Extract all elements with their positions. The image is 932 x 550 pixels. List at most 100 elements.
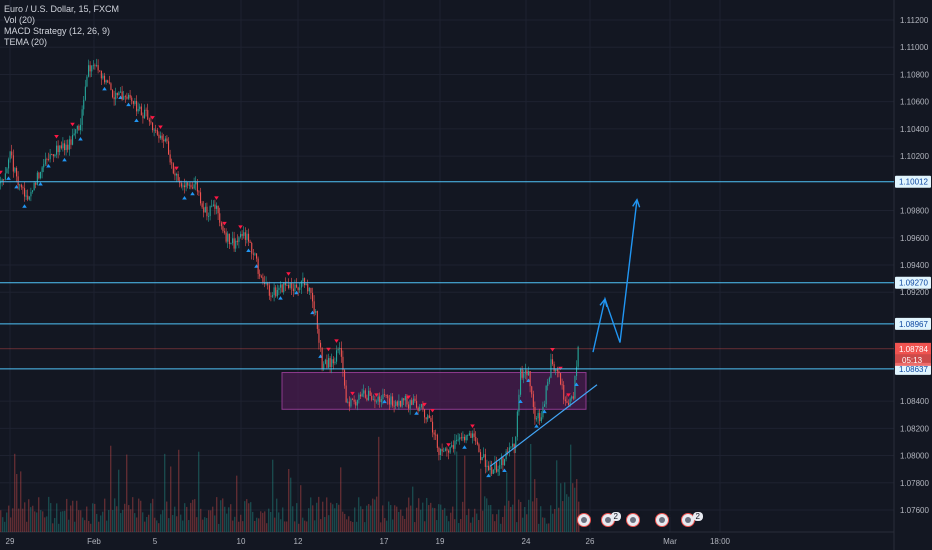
candle-body (152, 122, 154, 131)
volume-bar (76, 500, 78, 532)
volume-bar (576, 479, 578, 532)
candle-body (80, 124, 82, 131)
candle-body (320, 342, 322, 348)
candle-body (145, 109, 147, 111)
tema-indicator-label[interactable]: TEMA (20) (4, 37, 48, 47)
candle-body (134, 100, 136, 104)
candle-body (220, 222, 222, 227)
volume-bar (302, 517, 304, 532)
candle-body (555, 369, 557, 372)
volume-bar (96, 513, 98, 532)
volume-bar (208, 510, 210, 532)
candle-body (476, 441, 478, 445)
volume-bar (568, 496, 570, 532)
candle-body (316, 310, 318, 329)
volume-bar (528, 499, 530, 532)
volume-bar (10, 517, 12, 532)
volume-bar (100, 515, 102, 532)
volume-bar (78, 510, 80, 532)
buy-signal-marker (278, 296, 283, 300)
volume-bar (346, 519, 348, 532)
candle-body (259, 273, 261, 277)
volume-bar (146, 516, 148, 532)
volume-bar (352, 522, 354, 532)
candle-body (502, 457, 504, 466)
event-flag-icon (581, 517, 587, 523)
candle-body (196, 181, 198, 192)
candle-body (409, 400, 411, 409)
volume-bar (90, 523, 92, 532)
volume-bar (190, 502, 192, 532)
candle-body (14, 167, 16, 172)
candle-body (312, 292, 314, 302)
candle-body (388, 398, 390, 405)
candle-body (148, 119, 150, 122)
volume-bar (490, 504, 492, 532)
volume-bar (466, 515, 468, 532)
candle-body (452, 445, 454, 449)
candle-body (273, 287, 275, 296)
candle-body (470, 433, 472, 438)
candle-body (352, 399, 354, 401)
volume-bar (160, 514, 162, 532)
volume-bar (18, 508, 20, 532)
volume-bar (202, 519, 204, 532)
symbol-title[interactable]: Euro / U.S. Dollar, 15, FXCM (4, 4, 120, 14)
buy-signal-marker (102, 86, 107, 91)
volume-bar (158, 523, 160, 532)
candle-body (552, 359, 554, 365)
projection-path[interactable] (592, 199, 638, 353)
volume-bar (326, 497, 328, 532)
candle-body (441, 449, 443, 452)
sell-signal-marker (406, 395, 411, 400)
candle-body (182, 185, 184, 187)
sell-signal-marker (70, 122, 75, 127)
candle-body (473, 433, 475, 437)
candle-body (116, 92, 118, 96)
candle-body (472, 433, 474, 438)
volume-bar (214, 515, 216, 532)
volume-bar (342, 511, 344, 532)
volume-bar (162, 510, 164, 532)
volume-bar (494, 521, 496, 532)
candle-body (515, 436, 517, 448)
candle-body (100, 70, 102, 79)
demand-zone[interactable] (281, 372, 587, 410)
candle-body (483, 454, 485, 458)
countdown-label: 05:13 (902, 356, 923, 365)
candle-body (140, 106, 142, 116)
volume-bar (512, 504, 514, 532)
candle-body (96, 65, 98, 66)
candle-body (512, 443, 514, 447)
volume-bar (386, 520, 388, 532)
x-tick-label: 18:00 (710, 537, 731, 546)
candle-body (358, 394, 360, 401)
candle-body (424, 409, 426, 418)
volume-bar (436, 520, 438, 532)
candle-body (206, 206, 208, 217)
candle-body (78, 125, 80, 131)
volume-bar (62, 511, 64, 532)
macd-indicator-label[interactable]: MACD Strategy (12, 26, 9) (4, 26, 111, 36)
volume-bar (238, 521, 240, 532)
sell-signal-marker (54, 135, 59, 139)
x-tick-label: 29 (6, 537, 15, 546)
candle-body (164, 138, 166, 142)
buy-signal-marker (462, 445, 467, 449)
volume-bar (384, 518, 386, 532)
candle-body (440, 449, 442, 456)
event-badges[interactable]: 4548922 (577, 510, 704, 527)
volume-bar (532, 501, 534, 532)
volume-indicator-label[interactable]: Vol (20) (4, 15, 36, 25)
volume-bar (106, 520, 108, 532)
candle-body (224, 231, 226, 233)
candle-body (556, 369, 558, 372)
sell-signal-marker (158, 125, 163, 129)
candle-body (529, 371, 531, 387)
volume-bar (256, 517, 258, 532)
candle-body (464, 436, 466, 441)
support-trendline[interactable] (489, 384, 598, 467)
candle-body (524, 370, 526, 374)
buy-signal-marker (534, 424, 539, 428)
